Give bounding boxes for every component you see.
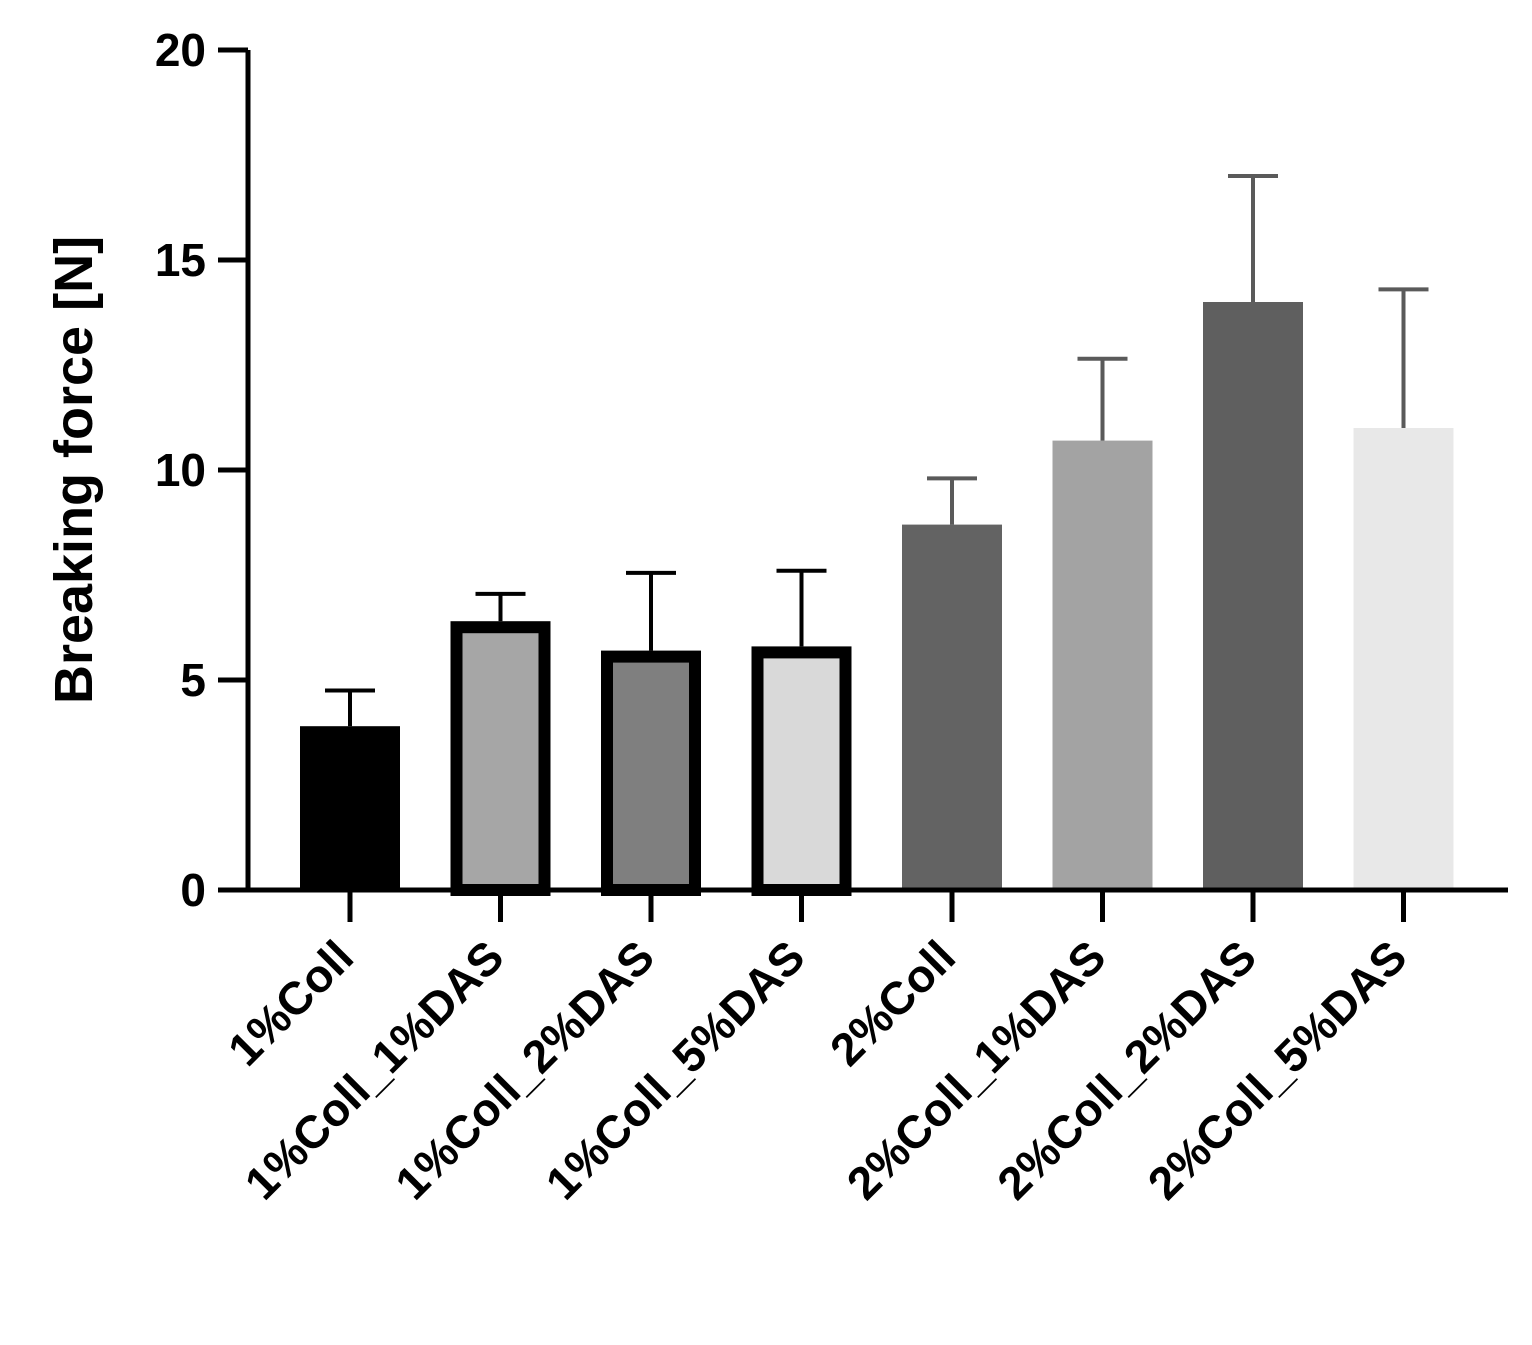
error-bar	[1077, 356, 1128, 441]
error-bar	[776, 568, 827, 647]
y-axis-title: Breaking force [N]	[44, 236, 104, 704]
bars-layer	[300, 302, 1454, 897]
x-category-label: 1%Coll_5%DAS	[536, 930, 815, 1209]
y-ticks-layer: 0 5 10 15 20	[155, 24, 248, 916]
y-tick-label: 0	[180, 864, 206, 916]
error-bar	[626, 570, 676, 651]
x-ticks-layer: 1%Coll1%Coll_1%DAS1%Coll_2%DAS1%Coll_5%D…	[218, 890, 1417, 1209]
error-bar	[927, 476, 977, 525]
bar	[300, 726, 400, 890]
bar	[751, 646, 852, 897]
error-bar	[1228, 174, 1278, 302]
x-category-label: 2%Coll_5%DAS	[1138, 930, 1417, 1209]
bar	[601, 650, 701, 896]
x-category-label: 1%Coll_1%DAS	[235, 930, 514, 1209]
bar	[450, 621, 551, 896]
bar	[1052, 440, 1153, 890]
error-bars-layer	[325, 174, 1429, 727]
y-tick-label: 5	[180, 654, 206, 706]
y-tick-label: 20	[155, 24, 206, 76]
y-tick-label: 10	[155, 444, 206, 496]
x-category-label: 2%Coll	[820, 930, 965, 1075]
bar	[902, 524, 1002, 890]
axes-layer	[245, 50, 1508, 893]
x-category-label: 2%Coll_2%DAS	[987, 930, 1266, 1209]
x-category-label: 1%Coll	[218, 930, 363, 1075]
bar	[1353, 428, 1454, 890]
x-category-label: 2%Coll_1%DAS	[837, 930, 1116, 1209]
error-bar	[475, 591, 526, 622]
bar	[1203, 302, 1303, 890]
error-bar	[325, 688, 375, 727]
x-category-label: 1%Coll_2%DAS	[385, 930, 664, 1209]
error-bar	[1378, 287, 1429, 428]
y-tick-label: 15	[155, 234, 206, 286]
